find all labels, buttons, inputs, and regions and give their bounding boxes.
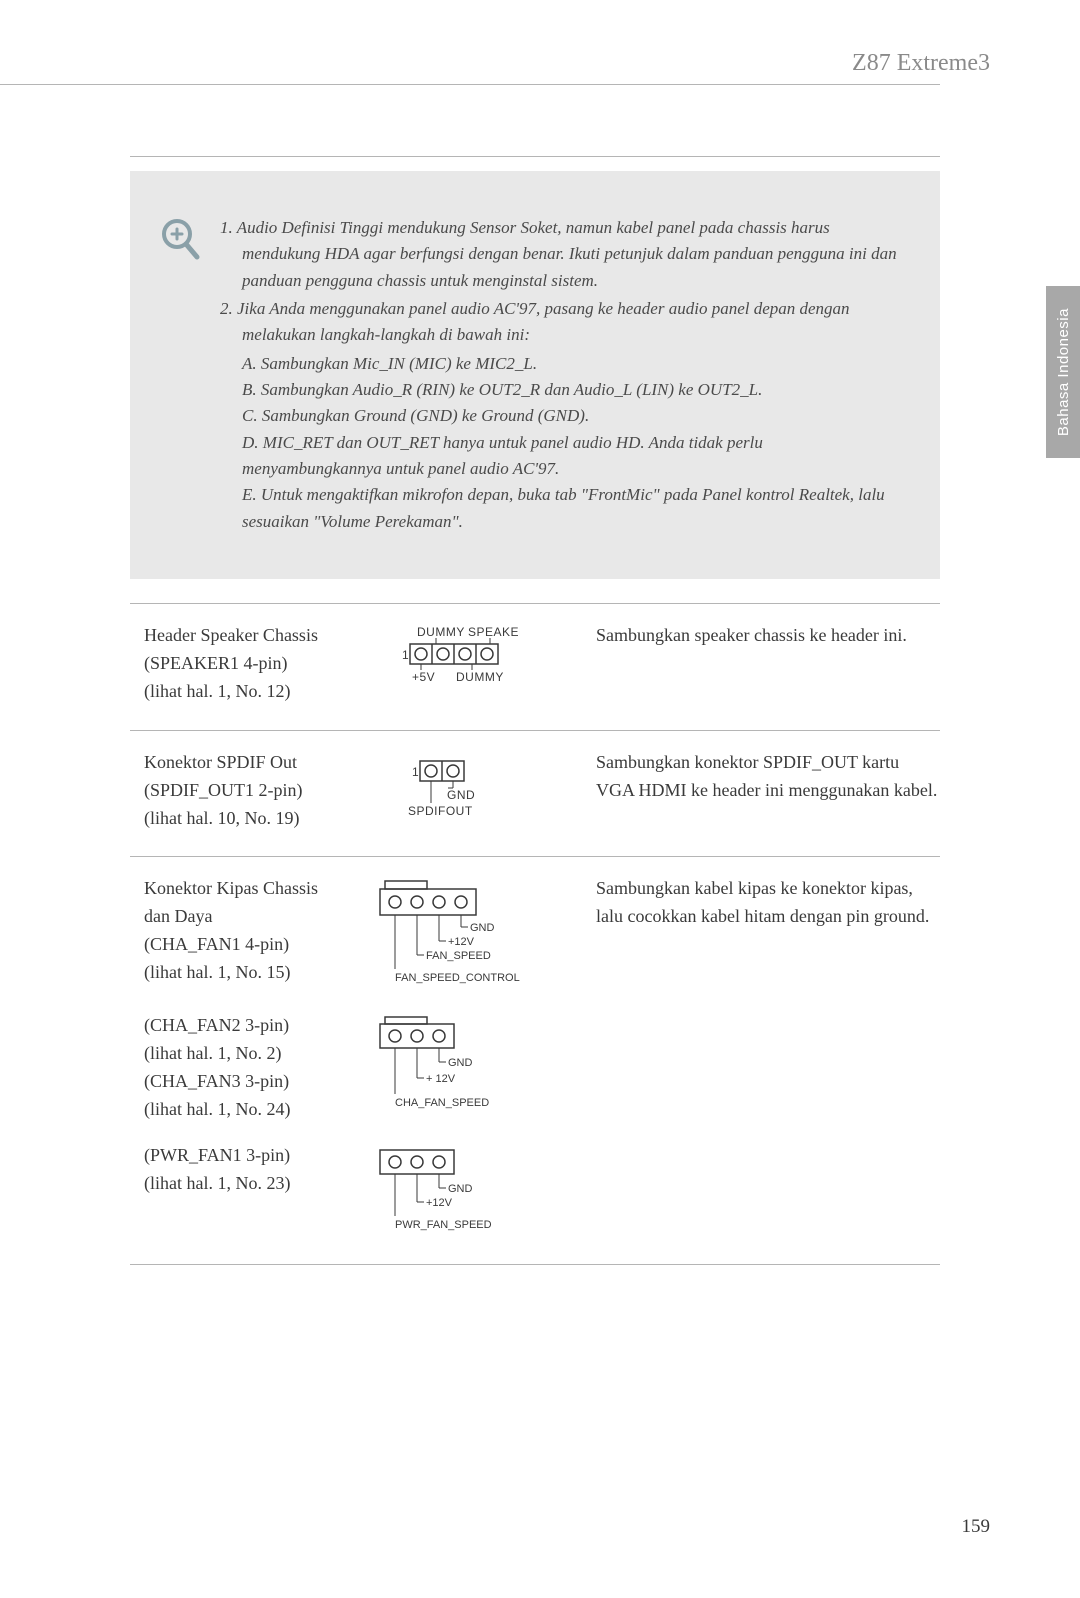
zoom-icon <box>160 217 200 266</box>
fan-desc: Sambungkan kabel kipas ke konektor kipas… <box>596 875 940 994</box>
product-title: Z87 Extreme3 <box>852 50 990 77</box>
speaker-title: Header Speaker Chassis (SPEAKER1 4-pin) … <box>130 622 370 706</box>
lbl-5v: +5V <box>412 670 435 684</box>
pwr-l2: (lihat hal. 1, No. 23) <box>144 1170 370 1198</box>
spdif-diagram: 1 GND SPDIFOUT <box>370 749 596 828</box>
page-number: 159 <box>962 1516 991 1538</box>
note-text: 1. Audio Definisi Tinggi mendukung Senso… <box>220 215 900 535</box>
section-fan: Konektor Kipas Chassis dan Daya (CHA_FAN… <box>130 857 940 1264</box>
lbl-dummy-bot: DUMMY <box>456 670 504 684</box>
lbl-spdifout: SPDIFOUT <box>408 804 473 818</box>
note-item-2a: A. Sambungkan Mic_IN (MIC) ke MIC2_L. <box>220 351 900 377</box>
spdif-title-l3: (lihat hal. 10, No. 19) <box>144 805 370 833</box>
note-item-2d: D. MIC_RET dan OUT_RET hanya untuk panel… <box>220 430 900 483</box>
fan2-l1: (CHA_FAN2 3-pin) <box>144 1012 370 1040</box>
lbl-fanspeedctrl: FAN_SPEED_CONTROL <box>395 972 520 984</box>
fan-title-l3: (CHA_FAN1 4-pin) <box>144 931 370 959</box>
lbl-speaker-top: SPEAKER <box>468 626 520 639</box>
fan3a-diagram: GND + 12V CHA_FAN_SPEED <box>370 1012 596 1124</box>
speaker-title-l1: Header Speaker Chassis <box>144 622 370 650</box>
language-tab: Bahasa Indonesia <box>1046 286 1080 458</box>
fan-title-l4: (lihat hal. 1, No. 15) <box>144 959 370 987</box>
language-label: Bahasa Indonesia <box>1055 308 1072 436</box>
lbl-gnd: GND <box>448 1057 473 1069</box>
fan4-diagram: GND +12V FAN_SPEED FAN_SPEED_CONTROL <box>370 875 596 994</box>
note-item-2c: C. Sambungkan Ground (GND) ke Ground (GN… <box>220 403 900 429</box>
rule-4 <box>130 1264 940 1265</box>
fan-block-2: (CHA_FAN2 3-pin) (lihat hal. 1, No. 2) (… <box>130 1012 940 1124</box>
lbl-dummy-top: DUMMY <box>417 626 465 639</box>
speaker-title-l3: (lihat hal. 1, No. 12) <box>144 678 370 706</box>
spdif-title-l1: Konektor SPDIF Out <box>144 749 370 777</box>
lbl-pwrfanspeed: PWR_FAN_SPEED <box>395 1219 492 1231</box>
lbl-12v: +12V <box>448 936 475 948</box>
lbl-pin1: 1 <box>402 648 409 662</box>
lbl-pin1: 1 <box>412 765 419 779</box>
note-item-2e: E. Untuk mengaktifkan mikrofon depan, bu… <box>220 482 900 535</box>
note-item-2: 2. Jika Anda menggunakan panel audio AC'… <box>220 296 900 349</box>
pwr-l1: (PWR_FAN1 3-pin) <box>144 1142 370 1170</box>
fan-block-1: Konektor Kipas Chassis dan Daya (CHA_FAN… <box>130 875 940 994</box>
speaker-diagram: DUMMY SPEAKER 1 +5V DUMMY <box>370 622 596 686</box>
lbl-12v: +12V <box>426 1197 453 1209</box>
spdif-title: Konektor SPDIF Out (SPDIF_OUT1 2-pin) (l… <box>130 749 370 833</box>
note-box: 1. Audio Definisi Tinggi mendukung Senso… <box>130 171 940 579</box>
fan-title-l2: dan Daya <box>144 903 370 931</box>
spdif-title-l2: (SPDIF_OUT1 2-pin) <box>144 777 370 805</box>
speaker-desc: Sambungkan speaker chassis ke header ini… <box>596 622 940 650</box>
fan-title: Konektor Kipas Chassis dan Daya (CHA_FAN… <box>130 875 370 994</box>
spdif-desc: Sambungkan konektor SPDIF_OUT kartu VGA … <box>596 749 940 805</box>
note-item-1: 1. Audio Definisi Tinggi mendukung Senso… <box>220 215 900 294</box>
fan2-l4: (lihat hal. 1, No. 24) <box>144 1096 370 1124</box>
section-speaker: Header Speaker Chassis (SPEAKER1 4-pin) … <box>130 604 940 730</box>
page-content: 1. Audio Definisi Tinggi mendukung Senso… <box>130 156 940 1265</box>
lbl-gnd: GND <box>447 788 475 802</box>
fan3b-diagram: GND +12V PWR_FAN_SPEED <box>370 1142 596 1246</box>
fan2-l3: (CHA_FAN3 3-pin) <box>144 1068 370 1096</box>
section-spdif: Konektor SPDIF Out (SPDIF_OUT1 2-pin) (l… <box>130 731 940 857</box>
fan2-title: (CHA_FAN2 3-pin) (lihat hal. 1, No. 2) (… <box>130 1012 370 1124</box>
rule-top <box>130 156 940 157</box>
fan-block-3: (PWR_FAN1 3-pin) (lihat hal. 1, No. 23) … <box>130 1142 940 1246</box>
pwrfan-title: (PWR_FAN1 3-pin) (lihat hal. 1, No. 23) <box>130 1142 370 1246</box>
lbl-gnd: GND <box>470 922 495 934</box>
lbl-chafanspeed: CHA_FAN_SPEED <box>395 1097 489 1109</box>
fan-title-l1: Konektor Kipas Chassis <box>144 875 370 903</box>
header-rule <box>0 84 940 85</box>
note-item-2b: B. Sambungkan Audio_R (RIN) ke OUT2_R da… <box>220 377 900 403</box>
lbl-gnd: GND <box>448 1183 473 1195</box>
lbl-fanspeed: FAN_SPEED <box>426 950 491 962</box>
lbl-12v: + 12V <box>426 1073 456 1085</box>
fan2-l2: (lihat hal. 1, No. 2) <box>144 1040 370 1068</box>
speaker-title-l2: (SPEAKER1 4-pin) <box>144 650 370 678</box>
